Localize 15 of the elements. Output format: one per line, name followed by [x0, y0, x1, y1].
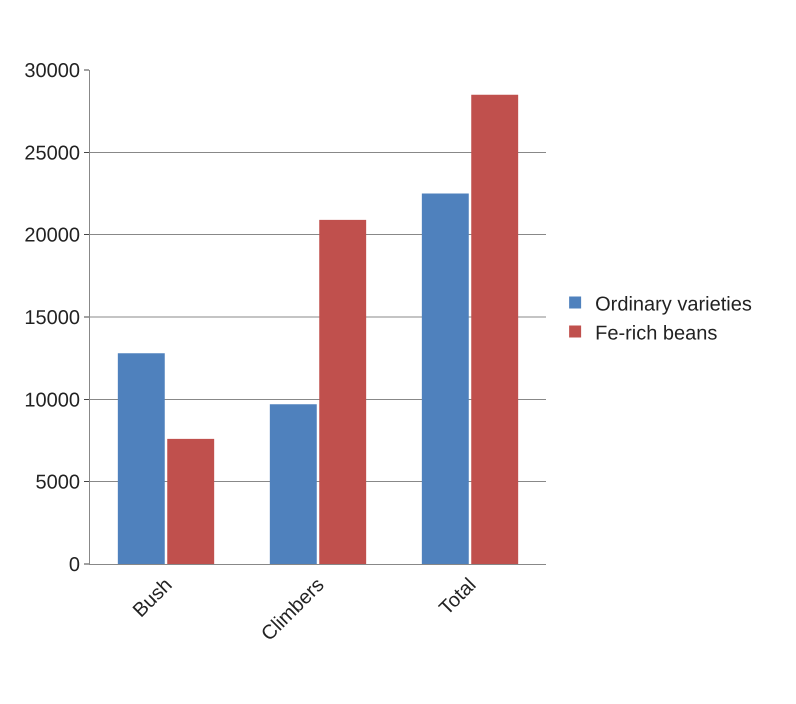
- y-tick-label: 0: [68, 554, 80, 576]
- y-tick-label: 30000: [24, 60, 80, 82]
- bar: [270, 404, 317, 564]
- legend-label: Ordinary varieties: [595, 293, 752, 316]
- legend-label: Fe-rich beans: [595, 322, 718, 344]
- y-tick-label: 5000: [36, 472, 80, 494]
- bar: [471, 94, 518, 564]
- y-tick-label: 15000: [24, 307, 80, 329]
- y-tick-label: 20000: [24, 224, 80, 247]
- bar: [167, 438, 214, 564]
- y-tick-label: 10000: [24, 389, 80, 412]
- bar: [319, 220, 366, 564]
- y-tick-label: 25000: [24, 142, 80, 164]
- bar: [118, 353, 165, 564]
- bar: [422, 194, 469, 564]
